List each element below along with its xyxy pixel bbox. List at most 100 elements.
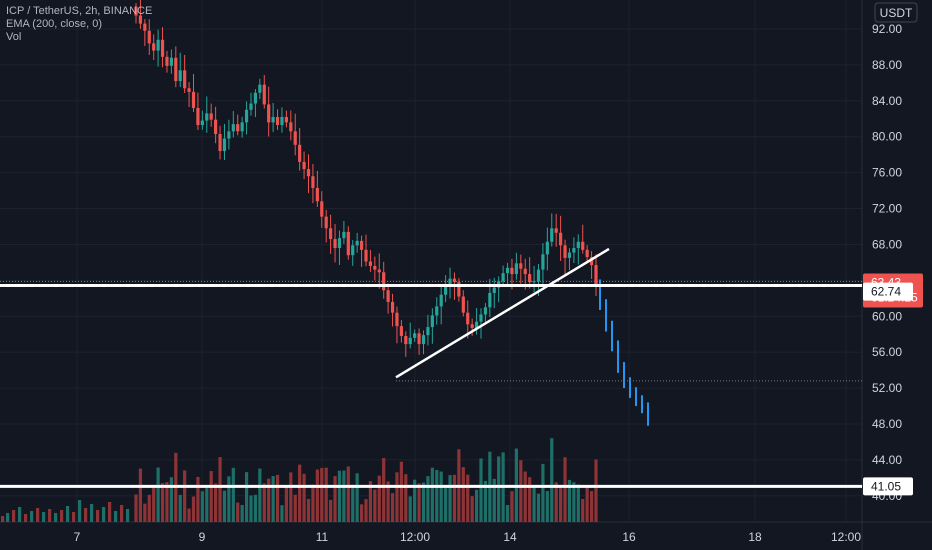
volume-bar bbox=[355, 473, 359, 522]
volume-bar bbox=[227, 476, 231, 522]
candle-body bbox=[169, 57, 173, 66]
candle-body bbox=[196, 108, 200, 126]
candle-body bbox=[368, 261, 373, 266]
candle-body bbox=[214, 119, 218, 135]
candle-body bbox=[253, 92, 258, 104]
volume-bar bbox=[72, 512, 76, 522]
candle-body bbox=[147, 30, 151, 44]
volume-bar bbox=[439, 471, 443, 522]
volume-bar bbox=[280, 505, 284, 522]
candle-body bbox=[183, 70, 187, 89]
volume-bar bbox=[444, 485, 448, 522]
volume-bar bbox=[1, 516, 5, 522]
candle-body bbox=[222, 138, 227, 152]
candle-body bbox=[178, 70, 182, 82]
candle-body bbox=[382, 272, 386, 291]
volume-bar bbox=[430, 467, 434, 522]
candle-body bbox=[554, 228, 558, 233]
volume-bar bbox=[298, 464, 302, 522]
candle-body bbox=[311, 176, 315, 188]
candle-body bbox=[289, 122, 293, 132]
volume-bar bbox=[209, 471, 213, 522]
candle-body bbox=[576, 241, 580, 249]
trend-line[interactable] bbox=[395, 247, 610, 379]
legend-symbol[interactable]: ICP / TetherUS, 2h, BINANCE bbox=[6, 5, 153, 17]
price-level-badge bbox=[863, 477, 913, 496]
volume-bar bbox=[532, 485, 536, 522]
volume-bar bbox=[284, 485, 288, 522]
volume-bar bbox=[275, 474, 280, 522]
volume-bar bbox=[382, 458, 386, 522]
currency-badge[interactable]: USDT bbox=[874, 2, 918, 23]
price-axis-tick-label: 44.00 bbox=[872, 453, 902, 467]
volume-bar bbox=[108, 502, 112, 522]
candle-body bbox=[572, 248, 576, 253]
volume-bar bbox=[479, 458, 483, 522]
candle-body bbox=[174, 57, 178, 82]
price-axis-tick-label: 60.00 bbox=[872, 309, 902, 323]
volume-bar bbox=[24, 514, 28, 522]
candle-body bbox=[461, 296, 465, 313]
time-axis-tick-label: 12:00 bbox=[400, 530, 430, 544]
candle-body bbox=[541, 254, 545, 270]
price-level-badge bbox=[863, 282, 913, 301]
price-level-text: 41.05 bbox=[871, 479, 901, 493]
candle-body bbox=[191, 91, 196, 108]
volume-bar bbox=[258, 468, 262, 522]
candle-body bbox=[315, 187, 319, 202]
price-axis-tick-label: 88.00 bbox=[872, 58, 902, 72]
volume-bar bbox=[120, 505, 124, 522]
volume-bar bbox=[6, 513, 10, 522]
volume-bar bbox=[183, 470, 187, 522]
volume-bar bbox=[267, 478, 271, 522]
volume-bar bbox=[236, 502, 240, 522]
volume-bar bbox=[368, 481, 373, 522]
volume-bar bbox=[492, 478, 496, 522]
candle-body bbox=[413, 333, 417, 338]
candle-body bbox=[218, 134, 222, 152]
time-axis-tick-label: 7 bbox=[74, 530, 81, 544]
volume-bar bbox=[143, 503, 147, 522]
candle-body bbox=[395, 312, 399, 327]
candle-body bbox=[488, 292, 492, 308]
volume-bar bbox=[452, 474, 457, 522]
volume-bar bbox=[550, 438, 554, 522]
legend-ema[interactable]: EMA (200, close, 0) bbox=[6, 18, 102, 30]
candle-body bbox=[550, 228, 554, 242]
volume-bar bbox=[497, 456, 501, 522]
volume-bar bbox=[466, 474, 470, 522]
legend-volume[interactable]: Vol bbox=[6, 31, 22, 43]
candle-body bbox=[267, 104, 271, 123]
volume-bar bbox=[505, 505, 510, 522]
volume-bar bbox=[572, 482, 576, 522]
candle-body bbox=[377, 269, 381, 273]
candle-body bbox=[589, 257, 594, 266]
candle-body bbox=[320, 201, 324, 217]
candle-body bbox=[563, 245, 567, 258]
volume-bar bbox=[205, 488, 209, 522]
volume-bar bbox=[474, 489, 479, 522]
time-axis[interactable]: 7 9 11 12:00 14 16 18 12:00 bbox=[74, 530, 862, 544]
candle-body bbox=[404, 336, 408, 345]
volume-bar bbox=[48, 509, 52, 522]
candle-body bbox=[205, 113, 209, 121]
volume-bar bbox=[364, 499, 368, 522]
price-level-text: 62.74 bbox=[871, 285, 901, 299]
volume-bar bbox=[390, 493, 395, 522]
volume-bar bbox=[320, 467, 324, 522]
currency-label: USDT bbox=[880, 6, 913, 20]
volume-bar bbox=[262, 483, 266, 522]
volume-bar bbox=[448, 475, 452, 522]
candle-body bbox=[156, 39, 160, 51]
volume-bar bbox=[244, 472, 249, 522]
candle-body bbox=[134, 6, 138, 16]
volume-bar bbox=[60, 510, 64, 522]
volume-bar bbox=[567, 479, 572, 522]
candle-body bbox=[227, 131, 231, 139]
candle-body bbox=[536, 269, 541, 282]
volume-bar bbox=[373, 489, 377, 522]
candle-body bbox=[280, 116, 284, 126]
candle-body bbox=[187, 88, 191, 92]
volume-bar bbox=[84, 508, 88, 522]
